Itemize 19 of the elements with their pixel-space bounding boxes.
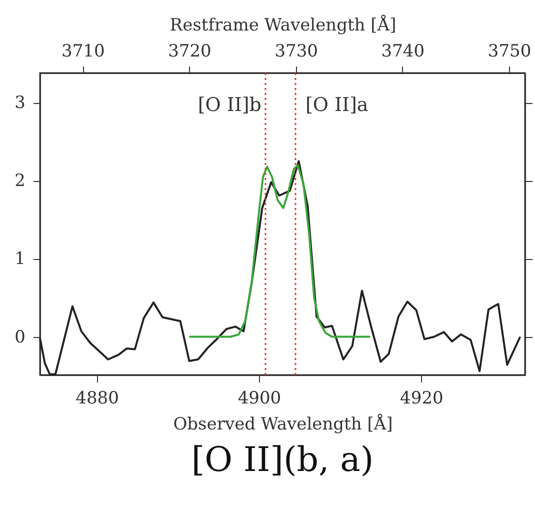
x-tick-label: 4920 [400,388,444,408]
y-tick-label: 2 [14,171,26,192]
x-axis-title: Observed Wavelength [Å] [173,414,393,434]
line-series [39,160,522,376]
x2-tick-label: 3710 [62,42,105,62]
x2-axis-title: Restframe Wavelength [Å] [170,14,396,36]
ref-line-label: [O II]b [198,94,262,116]
ref-line-label: [O II]a [305,94,368,116]
x2-tick-label: 3730 [274,42,318,62]
x-tick-label: 4880 [76,388,119,408]
line-series [188,164,372,338]
x-tick-label: 4900 [238,388,282,408]
x2-tick-label: 3720 [168,42,212,62]
y-tick-label: 3 [14,93,26,114]
y-tick-label: 1 [14,249,26,270]
text: [O II](b, a) [191,440,374,480]
y-tick-label: 0 [14,327,26,348]
x2-tick-label: 3750 [488,42,532,62]
x2-tick-label: 3740 [381,42,425,62]
